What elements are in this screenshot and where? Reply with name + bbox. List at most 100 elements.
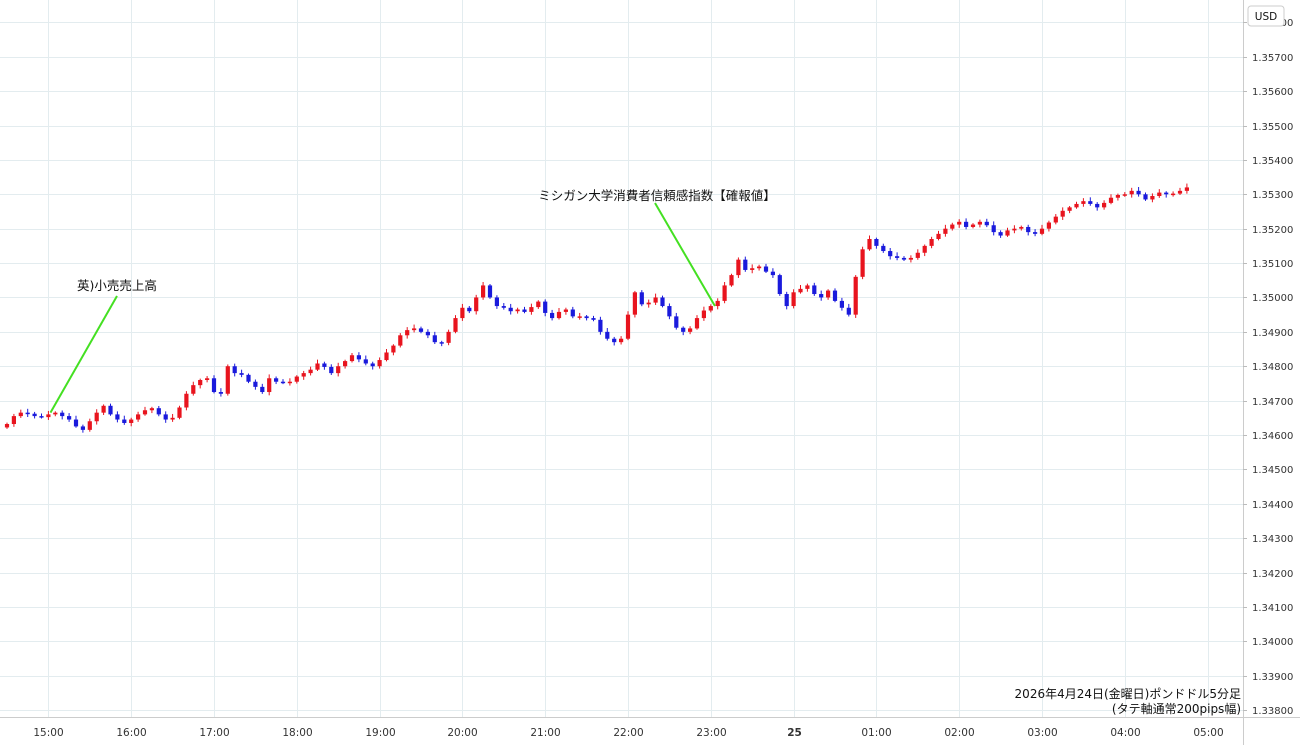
candle-body (218, 392, 223, 394)
candle-body (418, 328, 424, 332)
candle-body (846, 307, 851, 315)
candle-body (515, 309, 520, 312)
candle-body (315, 363, 320, 370)
y-tick-label: 1.33900 (1252, 672, 1293, 683)
x-tick-label: 05:00 (1193, 727, 1223, 739)
candle-body (950, 224, 955, 229)
y-tick-label: 1.35600 (1252, 87, 1293, 98)
chart-note-line-1: 2026年4月24日(金曜日)ポンドドル5分足 (1015, 686, 1241, 701)
candle-body (412, 328, 417, 331)
y-tick-label: 1.35700 (1252, 53, 1293, 64)
candles (4, 183, 1189, 433)
candle-body (253, 381, 258, 387)
candle-body (232, 366, 237, 374)
candle-body (336, 366, 341, 374)
candle-body (87, 421, 92, 430)
candle-body (4, 424, 10, 428)
candle-body (632, 292, 637, 315)
candle-body (832, 290, 838, 301)
candle-body (1177, 190, 1183, 194)
candle-body (598, 319, 603, 332)
candle-body (722, 285, 727, 301)
y-tick-label: 1.34800 (1252, 362, 1293, 373)
candle-body (688, 328, 693, 332)
candle-body (757, 266, 762, 269)
candle-body (888, 251, 893, 257)
x-tick-label: 19:00 (365, 727, 395, 739)
candle-body (267, 378, 272, 393)
candle-body (563, 309, 568, 312)
candle-body (80, 426, 85, 430)
y-tick-label: 1.35300 (1252, 190, 1293, 201)
candle-body (936, 233, 941, 239)
candle-body (18, 412, 23, 417)
candle-body (791, 292, 796, 307)
candle-body (322, 363, 327, 367)
candle-body (743, 259, 748, 270)
candle-body (246, 374, 251, 382)
candle-body (494, 297, 499, 307)
candle-body (1171, 193, 1176, 196)
x-tick-label: 17:00 (199, 727, 229, 739)
candle-body (260, 386, 265, 393)
candle-body (177, 407, 182, 418)
x-tick-label: 04:00 (1110, 727, 1140, 739)
candle-body (998, 232, 1003, 236)
candle-body (129, 419, 134, 423)
annotation-label: ミシガン大学消費者信頼感指数【確報値】 (538, 188, 776, 203)
y-tick-label: 1.35200 (1252, 225, 1293, 236)
annotations: 英)小売売上高 ミシガン大学消費者信頼感指数【確報値】 (49, 188, 776, 414)
candle-body (405, 330, 410, 336)
candle-body (977, 221, 982, 225)
candle-body (136, 414, 141, 420)
candle-body (819, 294, 824, 298)
y-tick-label: 1.34600 (1252, 431, 1293, 442)
y-tick-label: 1.35400 (1252, 156, 1293, 167)
candle-body (384, 352, 389, 361)
candle-body (805, 285, 810, 289)
candle-body (943, 228, 948, 234)
candle-body (646, 302, 651, 305)
candle-body (53, 412, 58, 415)
candle-body (1039, 228, 1045, 234)
x-tick-label: 20:00 (447, 727, 477, 739)
candle-body (964, 221, 969, 227)
candle-body (736, 259, 741, 276)
price-axis: 1.358001.357001.356001.355001.354001.353… (1243, 18, 1293, 717)
candle-body (501, 306, 506, 308)
candle-body (508, 307, 513, 312)
candle-body (750, 268, 755, 270)
candle-body (674, 316, 679, 328)
candle-body (1129, 190, 1134, 195)
candle-body (60, 412, 65, 417)
candle-body (1115, 194, 1120, 198)
candle-body (1150, 196, 1155, 200)
candle-body (349, 355, 355, 362)
candle-body (446, 331, 451, 343)
y-tick-label: 1.34000 (1252, 637, 1293, 648)
candle-body (653, 297, 658, 303)
candle-body (1067, 207, 1072, 211)
candle-body (1164, 192, 1169, 195)
candle-body (929, 239, 934, 246)
candle-body (639, 292, 644, 305)
candle-body (784, 294, 789, 307)
candle-body (660, 297, 665, 307)
y-tick-label: 1.35500 (1252, 122, 1293, 133)
candle-body (826, 290, 831, 298)
candle-body (73, 419, 79, 427)
candle-body (1102, 202, 1107, 208)
candle-body (577, 316, 582, 318)
candle-body (184, 393, 189, 408)
y-tick-label: 1.35100 (1252, 259, 1293, 270)
x-tick-label: 01:00 (861, 727, 891, 739)
candle-body (1046, 222, 1051, 229)
candle-body (874, 239, 879, 246)
candle-body (708, 306, 713, 311)
candle-body (1053, 216, 1058, 223)
candle-body (94, 412, 99, 422)
candle-body (908, 257, 913, 260)
candle-body (122, 419, 127, 423)
candle-body (798, 288, 803, 293)
